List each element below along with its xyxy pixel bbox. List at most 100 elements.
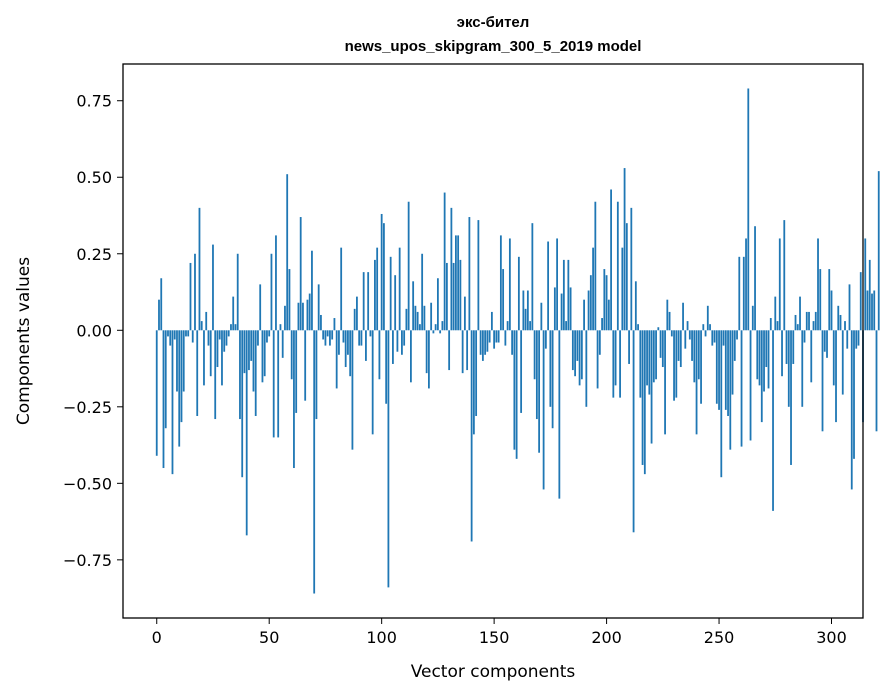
bar-component-83 [342,330,345,343]
bar-component-88 [353,308,356,331]
bar-component-49 [266,330,268,343]
bar-component-26 [214,330,217,420]
bar-component-140 [470,330,473,542]
bar-component-66 [304,330,307,401]
bar-component-134 [457,235,460,331]
bar-component-191 [585,330,588,407]
bar-component-229 [670,330,673,337]
bar-component-313 [859,272,862,331]
bar-component-115 [414,305,417,331]
bar-component-50 [268,330,271,337]
bar-component-225 [661,330,664,368]
bar-component-202 [610,189,612,331]
bar-component-281 [787,330,790,407]
chart-title: экс-бител [457,14,530,31]
bar-component-89 [356,296,358,331]
x-tick-label: 200 [591,628,622,647]
bar-component-142 [475,330,478,416]
bar-component-108 [398,247,401,331]
bar-component-71 [315,330,318,420]
bar-component-68 [308,293,311,331]
bar-component-5 [167,330,169,337]
bar-component-192 [587,290,590,331]
bar-component-318 [871,293,873,331]
bar-component-305 [841,330,844,395]
bar-component-58 [286,174,289,331]
bar-component-275 [774,296,777,331]
bar-component-312 [857,330,860,346]
bar-component-242 [700,330,702,404]
bar-component-109 [401,330,403,355]
bar-component-28 [218,330,221,340]
bar-component-145 [481,330,484,361]
bar-component-268 [758,330,761,386]
bar-component-4 [164,330,167,429]
bar-component-193 [589,275,592,331]
bar-component-105 [392,330,394,364]
bar-component-321 [877,171,880,331]
bar-component-254 [727,330,729,416]
bar-component-156 [506,321,509,331]
bar-component-173 [544,330,547,349]
bar-component-25 [212,244,214,331]
bar-component-284 [794,314,797,331]
bar-component-265 [751,305,754,331]
bar-component-197 [598,330,601,355]
bar-component-180 [560,293,563,331]
bar-component-294 [817,238,819,331]
bar-component-226 [664,330,666,435]
bar-component-164 [524,308,527,331]
bar-component-270 [763,330,765,392]
bar-component-65 [302,302,304,331]
bar-component-198 [601,318,603,331]
bar-component-131 [450,207,453,331]
bar-component-239 [693,330,696,383]
y-tick-label: 0.75 [76,92,112,111]
bar-component-282 [790,330,792,465]
bar-component-3 [162,330,165,469]
bar-component-295 [819,269,822,331]
bar-component-27 [216,330,219,368]
bar-component-317 [868,259,871,331]
bar-component-241 [697,330,700,380]
bar-component-163 [522,290,525,331]
bar-component-44 [254,330,257,416]
bar-component-141 [472,330,475,435]
bar-component-211 [630,207,633,331]
bar-component-219 [648,330,651,395]
bar-component-143 [477,220,480,331]
bar-component-20 [200,321,203,331]
bar-component-269 [760,330,763,423]
bar-component-230 [673,330,675,401]
bar-component-250 [718,330,720,410]
bar-component-63 [297,302,300,331]
bar-component-273 [769,318,772,331]
x-tick-label: 0 [152,628,162,647]
bar-component-10 [178,330,181,447]
bar-component-209 [625,223,628,331]
chart-subtitle: news_upos_skipgram_300_5_2019 model [345,38,642,55]
bar-component-308 [848,284,851,331]
bar-component-247 [711,330,714,346]
bar-component-61 [293,330,295,469]
bar-component-286 [799,296,801,331]
bar-component-139 [468,217,471,331]
bar-component-216 [641,330,644,465]
bar-component-47 [261,330,264,383]
bar-component-185 [571,330,574,371]
bar-component-221 [652,330,655,383]
bar-component-67 [306,299,309,331]
bar-component-178 [556,238,558,331]
bar-component-9 [176,330,178,392]
bar-component-271 [765,330,768,368]
bar-component-14 [187,330,190,337]
bar-component-194 [592,247,594,331]
bar-series [155,88,880,594]
bar-component-260 [740,330,743,447]
bar-component-159 [513,330,516,450]
bar-component-56 [281,330,284,358]
bar-component-100 [380,213,383,331]
bar-component-186 [574,330,576,377]
bar-component-116 [416,311,419,331]
